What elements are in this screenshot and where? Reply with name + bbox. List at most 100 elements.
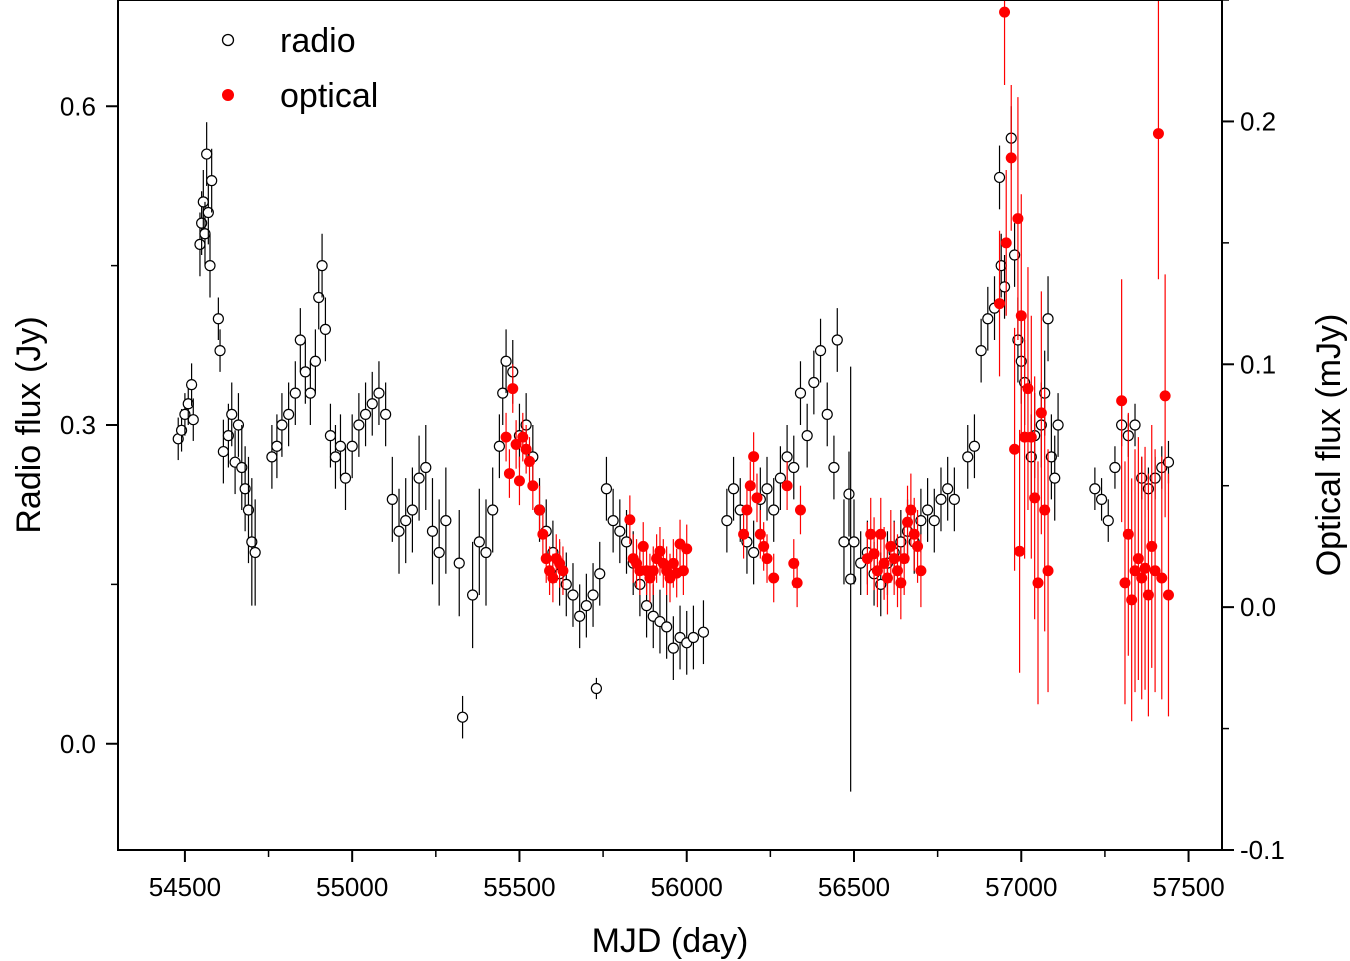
data-point — [878, 557, 890, 569]
data-point — [232, 419, 245, 431]
data-point — [353, 419, 365, 431]
data-point — [580, 600, 592, 612]
data-point — [1032, 577, 1044, 589]
data-point — [289, 387, 301, 399]
data-point — [480, 546, 492, 559]
data-point — [1149, 565, 1161, 577]
data-point — [761, 483, 773, 495]
data-point — [507, 383, 519, 395]
data-point — [517, 431, 529, 443]
data-point — [814, 345, 827, 357]
data-point — [206, 175, 218, 187]
data-point — [329, 451, 342, 463]
data-point — [386, 493, 398, 505]
series-optical — [500, 0, 1174, 722]
data-point — [982, 313, 994, 325]
data-point — [304, 387, 316, 399]
data-point — [998, 281, 1011, 293]
data-point — [1129, 419, 1141, 431]
data-point — [891, 565, 903, 577]
data-point — [239, 483, 251, 495]
data-point — [801, 430, 813, 442]
data-point — [453, 557, 465, 569]
data-point — [741, 504, 753, 516]
data-point — [179, 408, 191, 420]
data-point — [905, 504, 917, 516]
data-point — [346, 440, 358, 452]
x-tick-label: 55500 — [483, 872, 555, 902]
data-point — [1049, 472, 1061, 484]
data-point — [467, 589, 479, 601]
data-point — [791, 577, 803, 589]
data-point — [898, 553, 910, 565]
legend-label-radio: radio — [280, 22, 356, 60]
x-tick-label: 56500 — [818, 872, 890, 902]
data-point — [848, 536, 860, 548]
data-point — [744, 480, 756, 492]
data-point — [1146, 540, 1158, 552]
data-point — [1122, 528, 1134, 540]
data-point — [316, 260, 328, 272]
data-point — [768, 572, 780, 584]
data-point — [500, 355, 512, 367]
data-point — [677, 565, 689, 577]
series-layer — [172, 0, 1175, 792]
data-point — [249, 546, 261, 559]
data-point — [283, 408, 295, 420]
legend-marker-radio — [221, 33, 235, 47]
legend: radio optical — [221, 22, 378, 115]
data-point — [433, 546, 445, 559]
data-point — [1162, 456, 1175, 468]
data-point — [204, 260, 216, 272]
data-point — [968, 440, 981, 452]
data-point — [1015, 310, 1027, 322]
data-point — [994, 298, 1006, 310]
data-point — [547, 572, 559, 584]
data-point — [781, 480, 793, 492]
data-point — [513, 475, 525, 487]
data-point — [667, 557, 679, 569]
data-point — [748, 451, 760, 463]
data-point — [794, 504, 806, 516]
data-point — [1159, 390, 1171, 402]
data-point — [761, 553, 773, 565]
data-point — [620, 536, 633, 548]
data-point — [871, 565, 883, 577]
data-point — [406, 504, 418, 516]
data-point — [380, 408, 392, 420]
data-point — [1022, 383, 1034, 395]
data-point — [721, 515, 733, 527]
data-point — [881, 572, 893, 584]
data-point — [196, 217, 208, 229]
data-point — [1119, 577, 1131, 589]
data-point — [226, 408, 238, 420]
data-point — [266, 451, 278, 463]
data-point — [845, 573, 857, 585]
data-point — [339, 472, 352, 484]
x-tick-label: 54500 — [149, 872, 221, 902]
y-tick-label: 0.6 — [60, 91, 96, 121]
data-point — [687, 631, 700, 644]
x-tick-label: 57000 — [985, 872, 1057, 902]
x-tick-label: 55000 — [316, 872, 388, 902]
data-point — [201, 148, 213, 160]
data-point — [1014, 545, 1026, 557]
data-point — [885, 540, 897, 552]
data-point — [456, 711, 469, 723]
y2-tick-label: 0.0 — [1240, 592, 1276, 622]
data-point — [426, 525, 439, 537]
data-point — [527, 480, 539, 492]
data-point — [738, 528, 750, 540]
data-point — [175, 424, 188, 436]
data-point — [194, 238, 206, 250]
data-point — [560, 578, 572, 590]
data-point — [975, 345, 987, 357]
data-point — [359, 408, 372, 420]
data-point — [242, 504, 255, 516]
data-point — [637, 540, 649, 552]
data-point — [574, 610, 586, 622]
data-point — [942, 483, 954, 495]
y2-axis-title: Optical flux (mJy) — [1310, 314, 1348, 577]
data-point — [1142, 589, 1154, 601]
